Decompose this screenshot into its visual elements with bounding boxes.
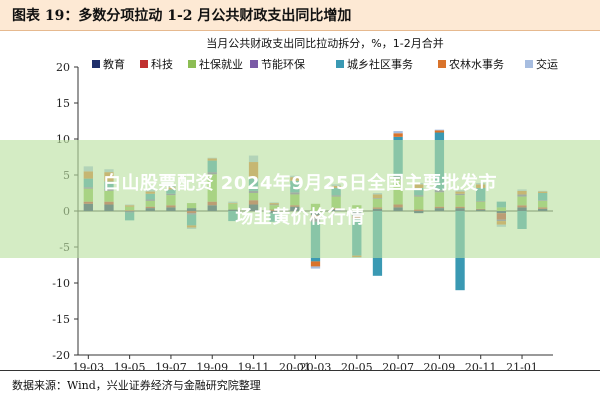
figure-source: 数据来源：Wind，兴业证券经济与金融研究院整理: [12, 379, 261, 392]
bar-segment: [393, 133, 403, 137]
x-tick-label: 20-03: [300, 361, 332, 370]
x-tick-label: 20-05: [341, 361, 373, 370]
bar-segment: [310, 266, 321, 269]
watermark-text: 白山股票配资 2024年9月25日全国主要批发市 场韭黄价格行情: [0, 167, 600, 235]
legend-label: 城乡社区事务: [347, 57, 413, 71]
watermark-band: [0, 140, 600, 258]
bar-segment: [434, 130, 445, 133]
legend-swatch: [140, 60, 148, 68]
x-tick-label: 19-05: [114, 361, 146, 370]
y-tick-label: -15: [52, 313, 70, 326]
x-tick-label: 20-01: [279, 361, 311, 370]
chart-legend: 教育 科技 社保就业 节能环保 城乡社区事务 农林水事务 交运: [92, 57, 558, 71]
legend-label: 农林水事务: [449, 57, 504, 71]
legend-label: 教育: [103, 57, 125, 71]
x-tick-label: 19-07: [155, 361, 187, 370]
watermark-line-2: 场韭黄价格行情: [235, 207, 365, 228]
bar-segment: [310, 261, 321, 267]
y-tick-label: 15: [56, 97, 70, 110]
figure-header: 图表 19：多数分项拉动 1-2 月公共财政支出同比增加: [0, 0, 600, 31]
bar-segment: [434, 129, 445, 131]
x-tick-label: 20-11: [465, 361, 497, 370]
watermark-line-1: 白山股票配资 2024年9月25日全国主要批发市: [103, 173, 497, 194]
x-tick-label: 21-01: [506, 361, 538, 370]
legend-swatch: [92, 60, 100, 68]
legend-swatch: [250, 60, 258, 68]
y-tick-label: 20: [56, 61, 70, 74]
legend-label: 节能环保: [261, 57, 305, 71]
legend-label: 科技: [151, 57, 173, 71]
x-tick-label: 20-07: [382, 361, 414, 370]
x-tick-label: 20-09: [424, 361, 456, 370]
figure-divider: [0, 370, 600, 371]
y-tick-label: -20: [52, 349, 70, 362]
y-tick-label: -10: [52, 277, 70, 290]
x-tick-label: 19-11: [238, 361, 270, 370]
chart-title: 当月公共财政支出同比拉动拆分，%，1-2月合并: [206, 36, 443, 50]
x-tick-label: 19-09: [196, 361, 228, 370]
legend-label: 交运: [536, 57, 558, 71]
legend-label: 社保就业: [199, 57, 243, 71]
bar-segment: [393, 131, 403, 134]
legend-swatch: [188, 60, 196, 68]
legend-swatch: [525, 60, 533, 68]
x-tick-label: 19-03: [72, 361, 104, 370]
legend-swatch: [438, 60, 446, 68]
figure-title: 图表 19：多数分项拉动 1-2 月公共财政支出同比增加: [12, 8, 352, 24]
legend-swatch: [336, 60, 344, 68]
y-axis: -20-15-10-505101520: [52, 61, 79, 362]
